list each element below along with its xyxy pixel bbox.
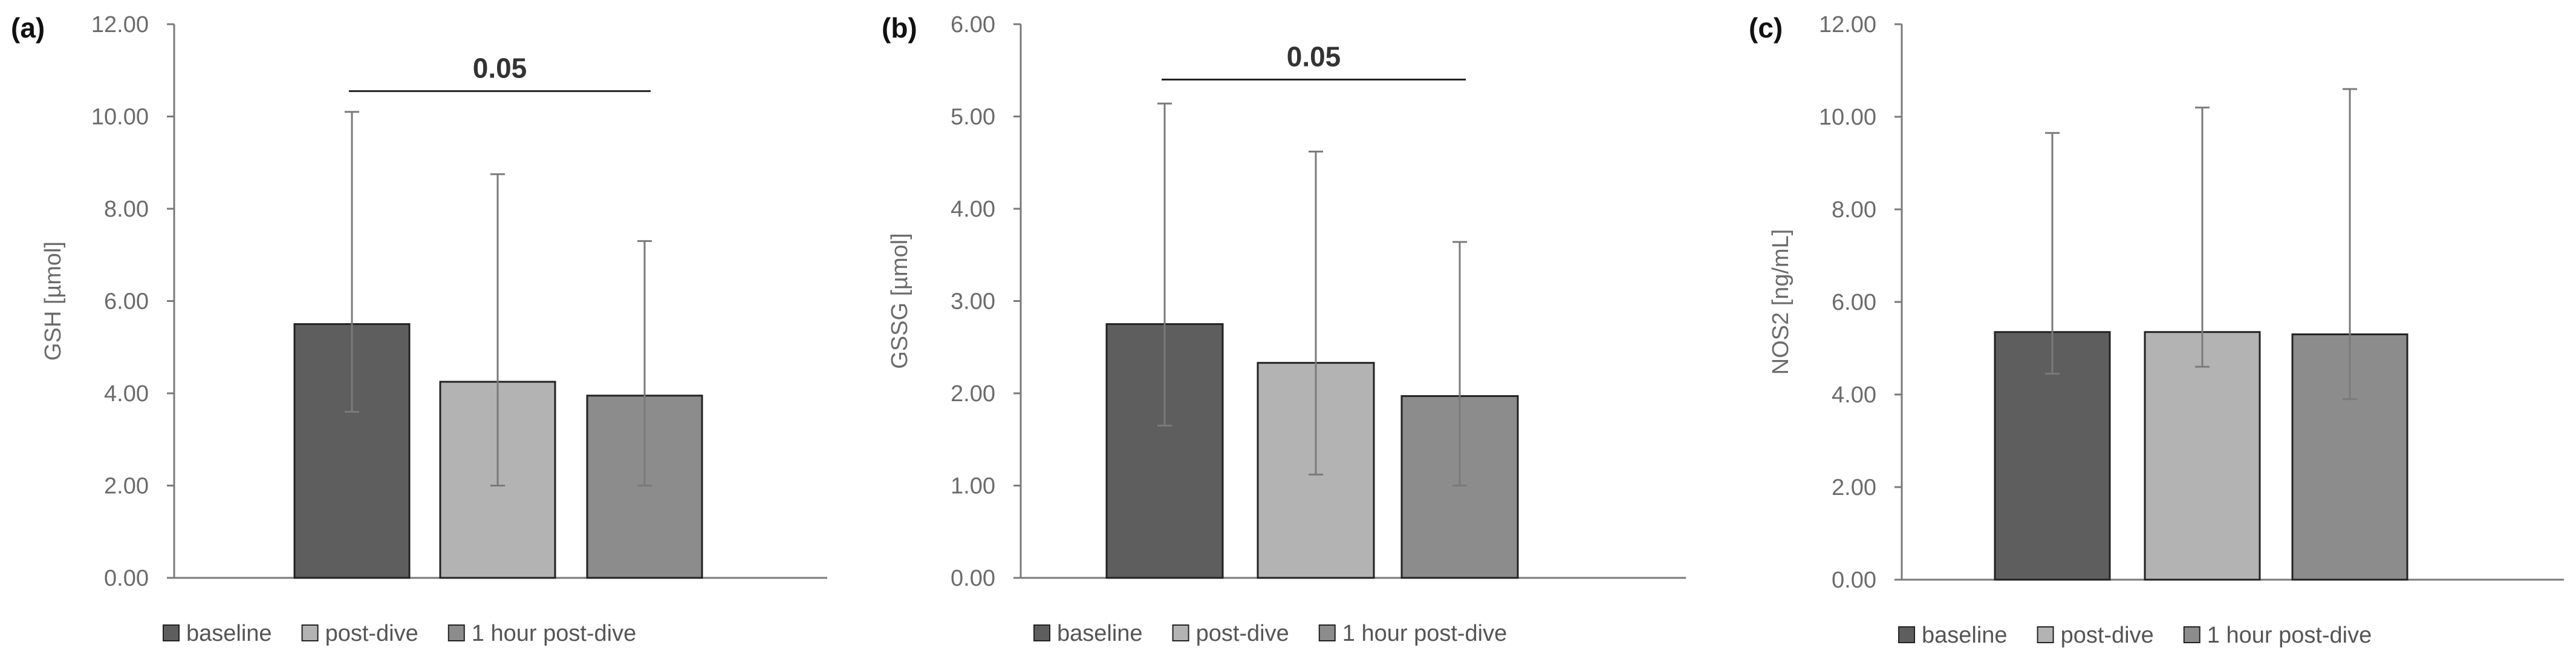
y-tick-label: 12.00 (1819, 12, 1876, 38)
y-tick-label: 6.00 (104, 289, 149, 315)
y-tick-label: 3.00 (951, 289, 995, 315)
panel-label: (a) (11, 12, 45, 44)
legend-swatch-1-hour-post-dive (2183, 626, 2200, 643)
legend-label-post-dive: post-dive (1196, 621, 1289, 646)
y-tick-label: 4.00 (951, 197, 995, 222)
panel-label: (b) (882, 12, 917, 44)
y-axis-title: GSH [µmol] (41, 241, 66, 361)
y-tick-label: 6.00 (1832, 290, 1876, 315)
legend-label-1-hour-post-dive: 1 hour post-dive (2207, 623, 2372, 648)
y-tick-label: 12.00 (91, 12, 149, 38)
legend-swatch-post-dive (2037, 626, 2054, 643)
y-tick-label: 5.00 (951, 105, 995, 130)
legend-swatch-post-dive (301, 624, 319, 641)
y-tick-label: 0.00 (1832, 568, 1876, 593)
legend-label-1-hour-post-dive: 1 hour post-dive (472, 621, 637, 646)
legend-label-post-dive: post-dive (2061, 623, 2154, 648)
y-tick-label: 10.00 (91, 105, 149, 130)
legend-label-post-dive: post-dive (325, 621, 418, 646)
y-tick-label: 8.00 (104, 197, 149, 222)
y-tick-label: 0.00 (104, 566, 149, 591)
y-tick-label: 4.00 (104, 381, 149, 407)
chart-svg-c: (c) 0.00 2.00 4.00 6.00 8.00 10.00 12.00 NOS2 [n… (1749, 12, 2564, 648)
y-tick-label: 2.00 (951, 381, 995, 407)
chart-svg-b: (b) 0.00 1.00 2.00 3.00 4.00 5.00 6.00 GSSG [µmo… (882, 12, 1686, 646)
legend-swatch-baseline (163, 624, 180, 641)
legend-label-baseline: baseline (1057, 621, 1143, 646)
y-tick-label: 2.00 (1832, 475, 1876, 500)
y-axis-title: NOS2 [ng/mL] (1768, 229, 1794, 375)
significance-label: 0.05 (1287, 41, 1341, 73)
panel-label: (c) (1749, 12, 1783, 44)
significance-label: 0.05 (473, 53, 527, 84)
legend-swatch-1-hour-post-dive (1318, 624, 1336, 641)
legend-swatch-1-hour-post-dive (447, 624, 465, 641)
y-axis-title: GSSG [µmol] (887, 233, 912, 369)
chart-panel-c: (c) 0.00 2.00 4.00 6.00 8.00 10.00 12.00 NOS2 [n… (1717, 0, 2576, 665)
legend-swatch-baseline (1898, 626, 1915, 643)
y-tick-label: 0.00 (951, 566, 995, 591)
legend-label-baseline: baseline (1922, 623, 2008, 648)
legend-label-1-hour-post-dive: 1 hour post-dive (1342, 621, 1508, 646)
legend-swatch-post-dive (1172, 624, 1189, 641)
y-tick-label: 10.00 (1819, 105, 1876, 130)
y-tick-label: 4.00 (1832, 382, 1876, 408)
y-tick-label: 1.00 (951, 474, 995, 499)
chart-panel-b: (b) 0.00 1.00 2.00 3.00 4.00 5.00 6.00 GSSG [µmo… (859, 0, 1717, 665)
bar-post-dive (2144, 331, 2261, 581)
legend-label-baseline: baseline (186, 621, 272, 646)
y-tick-label: 6.00 (951, 12, 995, 38)
legend-swatch-baseline (1033, 624, 1050, 641)
chart-panel-a: (a) 0.00 2.00 4.00 6.00 8.00 10.00 12.00 GSH [µm… (0, 0, 859, 665)
y-tick-label: 2.00 (104, 474, 149, 499)
chart-svg-a: (a) 0.00 2.00 4.00 6.00 8.00 10.00 12.00 GSH [µm… (11, 12, 827, 646)
y-tick-label: 8.00 (1832, 197, 1876, 223)
